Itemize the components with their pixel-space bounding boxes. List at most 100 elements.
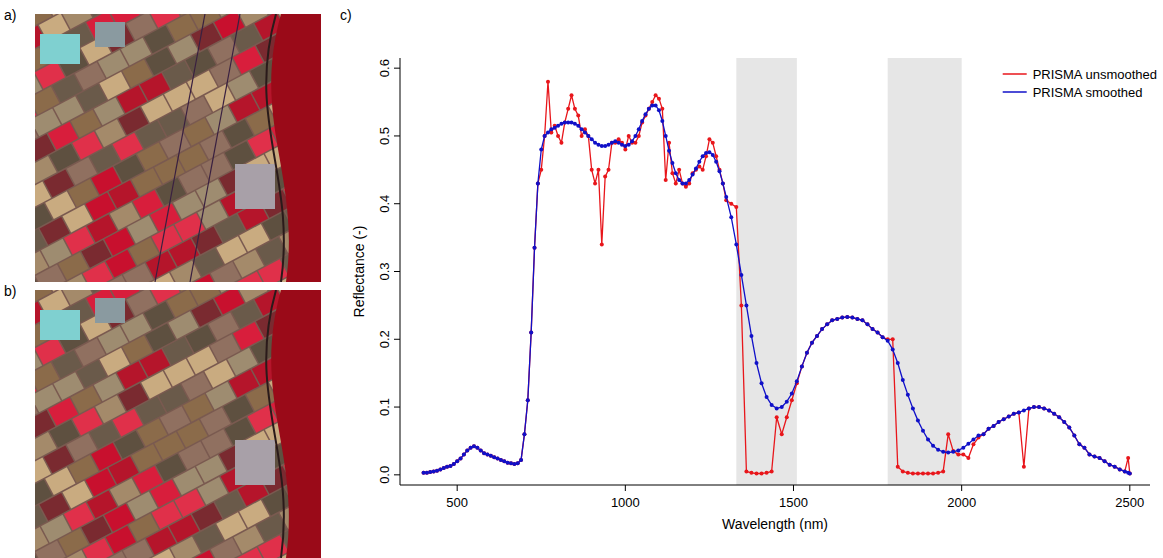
series-point — [590, 137, 594, 141]
series-point — [941, 469, 945, 473]
series-point — [593, 181, 597, 185]
series-point — [775, 406, 779, 410]
series-point — [509, 461, 513, 465]
x-axis-line — [400, 485, 1150, 486]
series-point — [546, 80, 550, 84]
series-point — [1012, 412, 1016, 416]
series-point — [881, 335, 885, 339]
series-point — [982, 432, 986, 436]
series-point — [546, 131, 550, 135]
series-point — [840, 316, 844, 320]
series-point — [667, 149, 671, 153]
series-point — [1098, 456, 1102, 460]
series-point — [946, 450, 950, 454]
y-axis-title: Reflectance (-) — [351, 226, 367, 318]
series-point — [1032, 405, 1036, 409]
series-point — [559, 141, 563, 145]
series-point — [721, 181, 725, 185]
series-point — [734, 242, 738, 246]
fields — [35, 14, 321, 282]
image-ground — [35, 290, 321, 558]
series-point — [1098, 456, 1102, 460]
series-point — [891, 347, 895, 351]
series-point — [815, 334, 819, 338]
series-point — [1126, 456, 1130, 460]
urban-patch — [235, 440, 275, 485]
series-point — [845, 315, 849, 319]
series-point — [687, 178, 691, 182]
series-point — [445, 465, 449, 469]
series-point — [1062, 420, 1066, 424]
series-point — [1047, 408, 1051, 412]
series-point — [1103, 459, 1107, 463]
satellite-image — [35, 14, 321, 282]
series-point — [714, 160, 718, 164]
series-point — [936, 448, 940, 452]
series-point — [1017, 410, 1021, 414]
field — [167, 290, 197, 317]
series-point — [997, 420, 1001, 424]
series-point — [916, 471, 920, 475]
series-point — [664, 178, 668, 182]
series-point — [901, 469, 905, 473]
series-point — [1072, 434, 1076, 438]
series-point — [459, 457, 463, 461]
series-point — [580, 127, 584, 131]
series-point — [744, 303, 748, 307]
series-point — [926, 471, 930, 475]
series-point — [647, 107, 651, 111]
series-point — [522, 432, 526, 436]
series-point — [961, 453, 965, 457]
series-point — [770, 469, 774, 473]
series-point — [455, 459, 459, 463]
series-point — [1052, 412, 1056, 416]
series-point — [765, 471, 769, 475]
y-tick-label: 0.5 — [377, 127, 392, 145]
series-point — [543, 134, 547, 138]
series-point — [876, 331, 880, 335]
series-point — [607, 143, 611, 147]
series-point — [674, 171, 678, 175]
series-point — [800, 364, 804, 368]
series-point — [835, 317, 839, 321]
bands — [736, 58, 961, 485]
series-point — [566, 107, 570, 111]
urban-patch — [40, 310, 80, 340]
series-point — [576, 114, 580, 118]
series-point — [906, 471, 910, 475]
series-point — [529, 331, 533, 335]
series-point — [1113, 465, 1117, 469]
x-tick — [457, 485, 458, 491]
series-point — [1077, 442, 1081, 446]
series-point — [911, 471, 915, 475]
series-point — [739, 303, 743, 307]
series-point — [906, 393, 910, 397]
series-point — [432, 469, 436, 473]
series-point — [556, 134, 560, 138]
series-point — [931, 471, 935, 475]
series-point — [765, 395, 769, 399]
series-point — [830, 318, 834, 322]
series-point — [526, 398, 530, 402]
y-tick-label: 0.6 — [377, 59, 392, 77]
series-point — [881, 335, 885, 339]
series-point — [516, 461, 520, 465]
series-point — [660, 119, 664, 123]
series-point — [704, 151, 708, 155]
series-point — [936, 471, 940, 475]
series-point — [860, 318, 864, 322]
series-point — [729, 202, 733, 206]
series-point — [445, 465, 449, 469]
series-point — [1067, 425, 1071, 429]
series-point — [982, 432, 986, 436]
series-point — [790, 392, 794, 396]
series-point — [876, 331, 880, 335]
series-point — [855, 317, 859, 321]
series-point — [479, 448, 483, 452]
series-point — [1093, 455, 1097, 459]
satellite-image — [35, 290, 321, 558]
series-point — [711, 153, 715, 157]
series-point — [428, 470, 432, 474]
series-point — [576, 124, 580, 128]
series-point — [640, 119, 644, 123]
